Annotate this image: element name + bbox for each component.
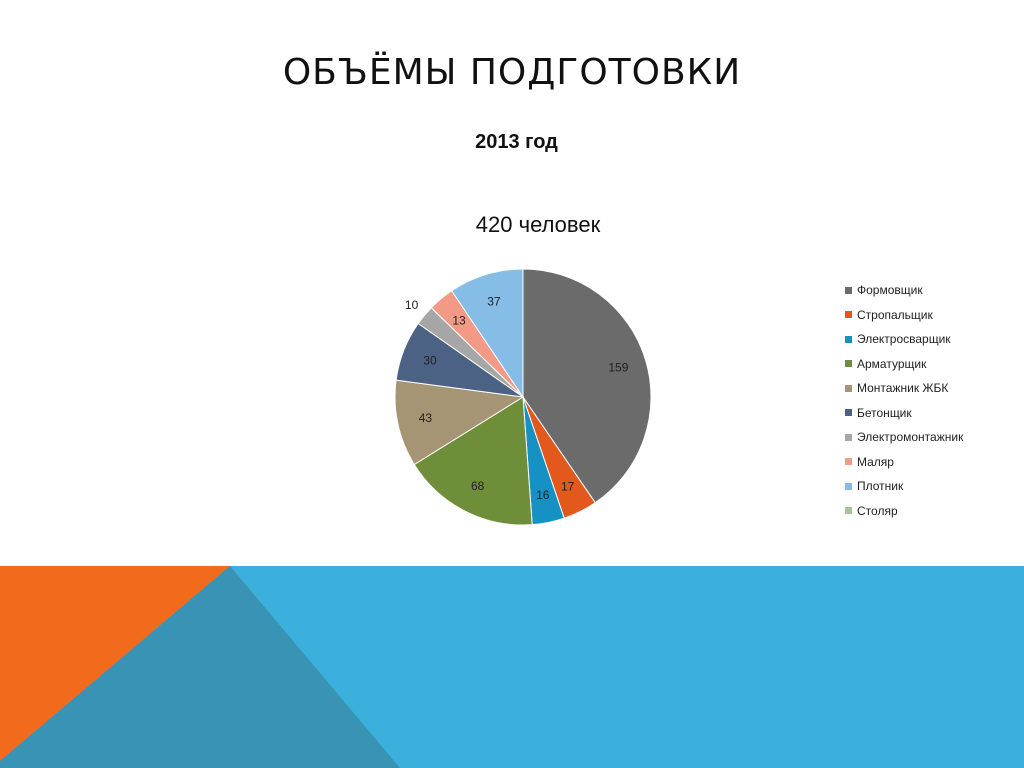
footer-decoration xyxy=(0,566,1024,768)
legend-label: Бетонщик xyxy=(857,405,912,420)
data-label: 159 xyxy=(608,361,628,375)
slide-subtitle: 2013 год xyxy=(475,131,558,153)
legend-item: Плотник xyxy=(845,474,1015,499)
data-label: 10 xyxy=(405,298,419,312)
data-label: 13 xyxy=(452,313,466,327)
legend-swatch xyxy=(845,286,852,294)
legend-label: Электромонтажник xyxy=(857,430,964,445)
footer-teal-triangle xyxy=(0,566,400,768)
pie-slice xyxy=(413,396,533,526)
legend-swatch xyxy=(845,507,852,515)
legend-item: Столяр xyxy=(845,499,1015,524)
legend-label: Столяр xyxy=(857,503,898,518)
data-label: 16 xyxy=(536,488,550,502)
legend-item: Арматурщик xyxy=(845,352,1015,377)
chart-legend: Формовщик Стропальщик Электросварщик Армату… xyxy=(845,278,1015,523)
pie-data-labels: 159 17 16 68 43 30 10 13 37 xyxy=(405,294,629,501)
legend-item: Стропальщик xyxy=(845,303,1015,328)
pie-chart: 420 человек 159 17 16 68 43 30 10 13 37 Формовщи… xyxy=(394,212,1015,526)
legend-label: Формовщик xyxy=(857,283,923,298)
legend-label: Монтажник ЖБК xyxy=(857,381,949,396)
legend-swatch xyxy=(845,335,852,343)
legend-swatch xyxy=(845,458,852,466)
data-label: 30 xyxy=(423,354,437,368)
legend-item: Монтажник ЖБК xyxy=(845,376,1015,401)
legend-label: Стропальщик xyxy=(857,307,933,322)
legend-swatch xyxy=(845,433,852,441)
data-label: 17 xyxy=(561,479,575,493)
legend-swatch xyxy=(845,311,852,319)
data-label: 43 xyxy=(419,411,433,425)
chart-title: 420 человек xyxy=(476,212,601,237)
legend-item: Формовщик xyxy=(845,278,1015,303)
legend-label: Плотник xyxy=(857,479,904,494)
legend-swatch xyxy=(845,482,852,490)
legend-swatch xyxy=(845,360,852,368)
pie-slice xyxy=(522,268,652,504)
legend-item: Маляр xyxy=(845,450,1015,475)
pie-slice xyxy=(394,379,525,466)
legend-swatch xyxy=(845,409,852,417)
data-label: 68 xyxy=(471,479,485,493)
legend-label: Электросварщик xyxy=(857,332,951,347)
pie-chart-canvas: 420 человек 159 17 16 68 43 30 10 13 37 xyxy=(394,212,652,526)
pie-slice xyxy=(450,268,524,399)
legend-swatch xyxy=(845,384,852,392)
pie-slices xyxy=(394,268,652,526)
slide-title: ОБЪЁМЫ ПОДГОТОВКИ xyxy=(282,52,742,93)
legend-item: Электросварщик xyxy=(845,327,1015,352)
data-label: 37 xyxy=(487,294,501,308)
legend-item: Бетонщик xyxy=(845,401,1015,426)
legend-item: Электромонтажник xyxy=(845,425,1015,450)
legend-label: Арматурщик xyxy=(857,356,927,371)
legend-label: Маляр xyxy=(857,454,894,469)
